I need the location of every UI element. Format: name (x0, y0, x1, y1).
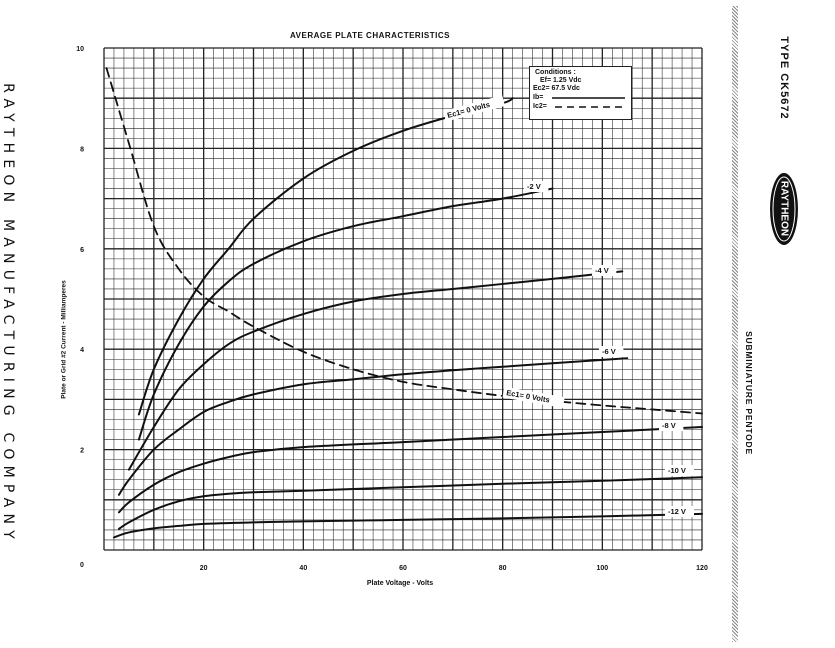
curve-label-6: -12 V (665, 506, 694, 517)
series-4-ib-line (117, 426, 703, 514)
curve-label-text: -10 V (668, 466, 686, 475)
legend-swatches (552, 97, 625, 108)
axis-ticks: 0 20 40 60 80 100 120 2 4 6 8 10 (76, 46, 708, 572)
condition-ec2: Ec2= 67.5 Vdc (533, 85, 580, 92)
condition-ic2: Ic2= (533, 103, 547, 110)
curve-label-bg (665, 465, 694, 476)
curve-label-bg (599, 346, 624, 357)
curve-label-bg (665, 506, 694, 517)
curve-label-text: -2 V (527, 182, 541, 191)
curve-label-bg (443, 95, 505, 122)
conditions-title: Conditions : (535, 69, 576, 76)
grid (103, 47, 703, 551)
x-tick-label: 100 (596, 565, 608, 572)
curve-label-5: -10 V (665, 465, 694, 476)
x-tick-label: 20 (200, 565, 208, 572)
x-tick-label: 40 (299, 565, 307, 572)
curve-label-text: -6 V (602, 347, 616, 356)
curve-label-1: -2 V (524, 181, 549, 192)
tube-type-label: TYPE CK5672 (778, 36, 790, 120)
x-tick-label: 60 (399, 565, 407, 572)
series-3-ib-line (117, 357, 629, 496)
y-tick-label: 10 (76, 46, 84, 53)
x-tick-label: 80 (499, 565, 507, 572)
series-7-ic2-line (105, 67, 703, 415)
y-tick-label: 8 (80, 146, 84, 153)
curve-label-4: -8 V (659, 420, 684, 431)
y-tick-label: 2 (80, 448, 84, 455)
curve-label-text: -12 V (668, 507, 686, 516)
curve-label-text: -8 V (662, 421, 676, 430)
logo-text: RAYTHEON (778, 180, 790, 237)
curve-label-3: -6 V (599, 346, 624, 357)
y-tick-label: 4 (80, 347, 84, 354)
series-5-ib-line (117, 476, 703, 530)
x-tick-label: 120 (696, 565, 708, 572)
hatched-border (732, 6, 738, 642)
condition-ib: Ib= (533, 94, 544, 101)
curve-label-bg (659, 420, 684, 431)
series-6-ib-line (112, 512, 703, 539)
y-tick-label: 6 (80, 247, 84, 254)
y-axis-label: Plate or Grid #2 Current - Milliamperes (60, 280, 68, 399)
series-0-ib-line (137, 97, 514, 416)
conditions-box: Conditions : Ef= 1.25 Vdc Ec2= 67.5 Vdc … (529, 66, 632, 120)
raytheon-logo (770, 173, 798, 245)
chart-title: AVERAGE PLATE CHARACTERISTICS (290, 31, 450, 40)
x-axis-label: Plate Voltage - Volts (366, 580, 434, 587)
tube-subtitle: SUBMINIATURE PENTODE (744, 331, 754, 455)
curve-label-bg (524, 181, 549, 192)
series-2-ib-line (127, 270, 624, 471)
curve-label-7: Ec1= 0 Volts (502, 386, 565, 409)
curve-label-bg (592, 265, 617, 276)
curve-label-text: -4 V (595, 266, 609, 275)
curve-label-2: -4 V (592, 265, 617, 276)
curve-label-bg (502, 386, 565, 409)
x-tick-label: 0 (80, 562, 84, 569)
condition-ef: Ef= 1.25 Vdc (540, 77, 582, 84)
series-1-ib-line (137, 187, 554, 441)
